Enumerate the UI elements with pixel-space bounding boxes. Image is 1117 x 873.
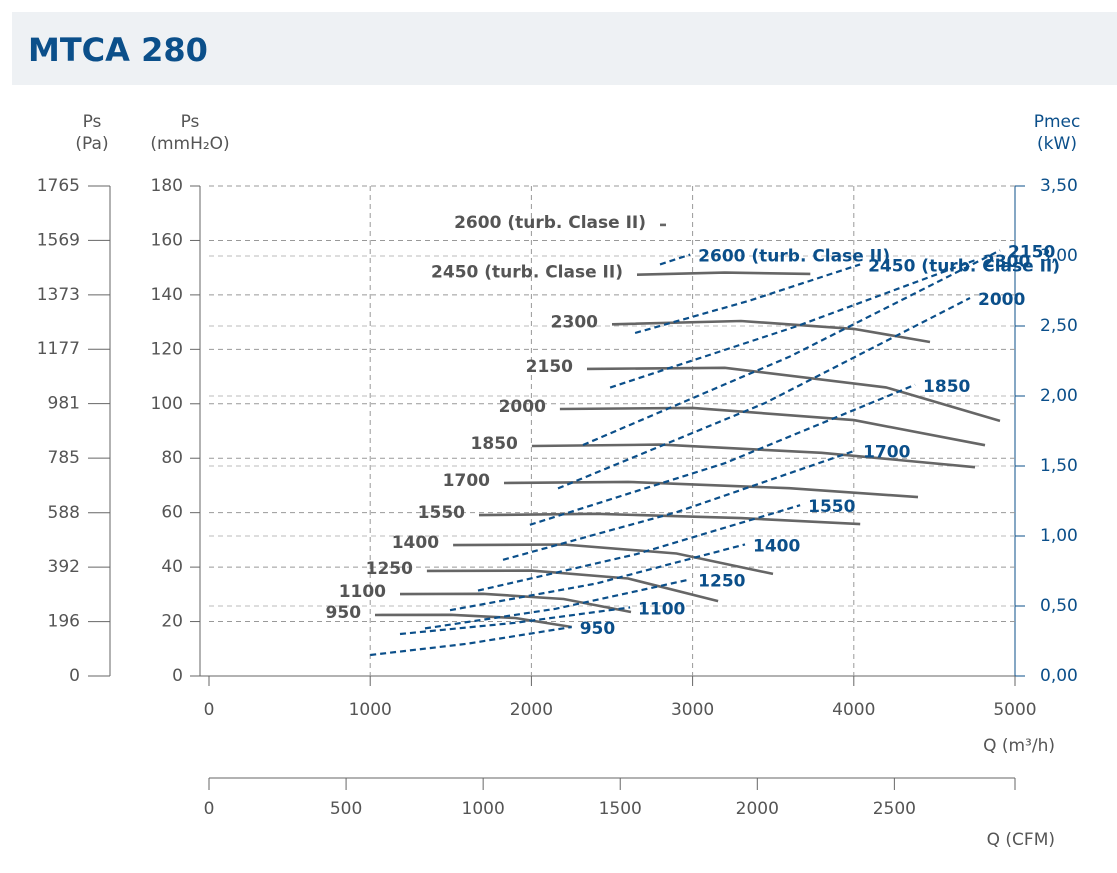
pressure-curve <box>559 406 986 447</box>
curve-label: 2150 <box>1008 242 1055 262</box>
y3-tick-label: 588 <box>48 503 80 523</box>
y2-tick-label: 0,50 <box>1040 596 1078 616</box>
x2-tick-label: 1000 <box>462 799 505 819</box>
x-tick-label: 2000 <box>510 700 553 720</box>
curve-label: 1700 <box>443 471 490 491</box>
y3-tick-label: 785 <box>48 448 80 468</box>
y2-tick-label: 0,00 <box>1040 666 1078 686</box>
y3-tick-label: 1177 <box>37 339 80 359</box>
x2-tick-label: 2000 <box>736 799 779 819</box>
y3-tick-label: 196 <box>48 612 80 632</box>
pressure-curve <box>426 569 719 603</box>
y2-tick-label: 1,50 <box>1040 456 1078 476</box>
curve-label: 1250 <box>366 559 413 579</box>
chart-title: MTCA 280 <box>28 31 208 69</box>
y3-tick-label: 1373 <box>37 285 80 305</box>
axis-label: Pmec <box>1034 112 1081 132</box>
power-curve <box>399 606 631 636</box>
y2-tick-label: 3,50 <box>1040 176 1078 196</box>
x2-tick-label: 500 <box>330 799 362 819</box>
curve-label: 1550 <box>418 503 465 523</box>
pressure-curve <box>478 512 861 526</box>
y3-tick-label: 0 <box>69 666 80 686</box>
curve-label: 950 <box>580 619 616 639</box>
power-curve <box>449 543 746 612</box>
y3-tick-label: 981 <box>48 394 80 414</box>
curve-label: 1400 <box>753 536 800 556</box>
curve-label: 2600 (turb. Clase II) <box>698 247 890 267</box>
pressure-curve <box>374 613 572 629</box>
axis-label: Q (m³/h) <box>983 736 1055 756</box>
curve-label: 2000 <box>499 397 546 417</box>
axis-label: (kW) <box>1037 134 1077 154</box>
curve-label: 1550 <box>808 497 855 517</box>
y-tick-label: 140 <box>151 285 183 305</box>
curve-label: 2150 <box>526 357 573 377</box>
x2-tick-label: 2500 <box>873 799 916 819</box>
x-tick-label: 5000 <box>993 700 1036 720</box>
y-tick-label: 180 <box>151 176 183 196</box>
power-curve <box>557 297 971 490</box>
y-tick-label: 160 <box>151 230 183 250</box>
y-tick-label: 100 <box>151 394 183 414</box>
curve-label: 2300 <box>983 252 1030 272</box>
y2-tick-label: 2,50 <box>1040 316 1078 336</box>
y-tick-label: 40 <box>161 557 183 577</box>
axis-label: Q (CFM) <box>987 830 1055 850</box>
y-tick-label: 120 <box>151 339 183 359</box>
y3-tick-label: 392 <box>48 557 80 577</box>
curve-label: 1700 <box>863 443 910 463</box>
x-tick-label: 0 <box>204 700 215 720</box>
curve-label: 1400 <box>392 533 439 553</box>
power-curve <box>424 578 691 630</box>
y2-tick-label: 3,00 <box>1040 246 1078 266</box>
power-curve <box>477 504 801 592</box>
x-tick-label: 3000 <box>671 700 714 720</box>
curve-label: 1850 <box>923 377 970 397</box>
power-curve <box>659 253 691 266</box>
curve-label: 1100 <box>339 582 386 602</box>
power-curve <box>502 449 856 561</box>
axis-label: Ps <box>83 112 102 132</box>
curve-label: 2450 (turb. Clase II) <box>868 256 1060 276</box>
curve-label: 2450 (turb. Clase II) <box>431 263 623 283</box>
x-tick-label: 4000 <box>832 700 875 720</box>
curve-label: 2000 <box>978 290 1025 310</box>
y2-tick-label: 1,00 <box>1040 526 1078 546</box>
pressure-curve <box>636 271 811 276</box>
pressure-curve <box>611 319 931 344</box>
y-tick-label: 0 <box>172 666 183 686</box>
power-curve <box>609 259 976 389</box>
curve-label: 1250 <box>698 571 745 591</box>
x-tick-label: 1000 <box>349 700 392 720</box>
x2-tick-label: 1500 <box>599 799 642 819</box>
y-tick-label: 20 <box>161 612 183 632</box>
curve-label: 950 <box>326 603 362 623</box>
axis-label: (mmH₂O) <box>150 134 229 154</box>
curve-label: 2300 <box>551 312 598 332</box>
y-tick-label: 60 <box>161 503 183 523</box>
pressure-curve <box>531 443 976 469</box>
pressure-curve <box>399 592 632 614</box>
x2-tick-label: 0 <box>204 799 215 819</box>
power-curve <box>582 249 1001 447</box>
curve-label: 1850 <box>471 434 518 454</box>
pressure-curve <box>453 543 774 576</box>
y2-tick-label: 2,00 <box>1040 386 1078 406</box>
axis-label: (Pa) <box>75 134 108 154</box>
power-curve <box>370 625 572 657</box>
pressure-curve <box>586 366 1001 423</box>
axis-label: Ps <box>181 112 200 132</box>
power-curve <box>529 383 916 526</box>
y3-tick-label: 1765 <box>37 176 80 196</box>
y-tick-label: 80 <box>161 448 183 468</box>
curve-label: 1100 <box>638 599 685 619</box>
title-band <box>12 12 1117 85</box>
curve-label: 2600 (turb. Clase II) <box>454 213 646 233</box>
y3-tick-label: 1569 <box>37 230 80 250</box>
pressure-curve <box>503 480 919 499</box>
